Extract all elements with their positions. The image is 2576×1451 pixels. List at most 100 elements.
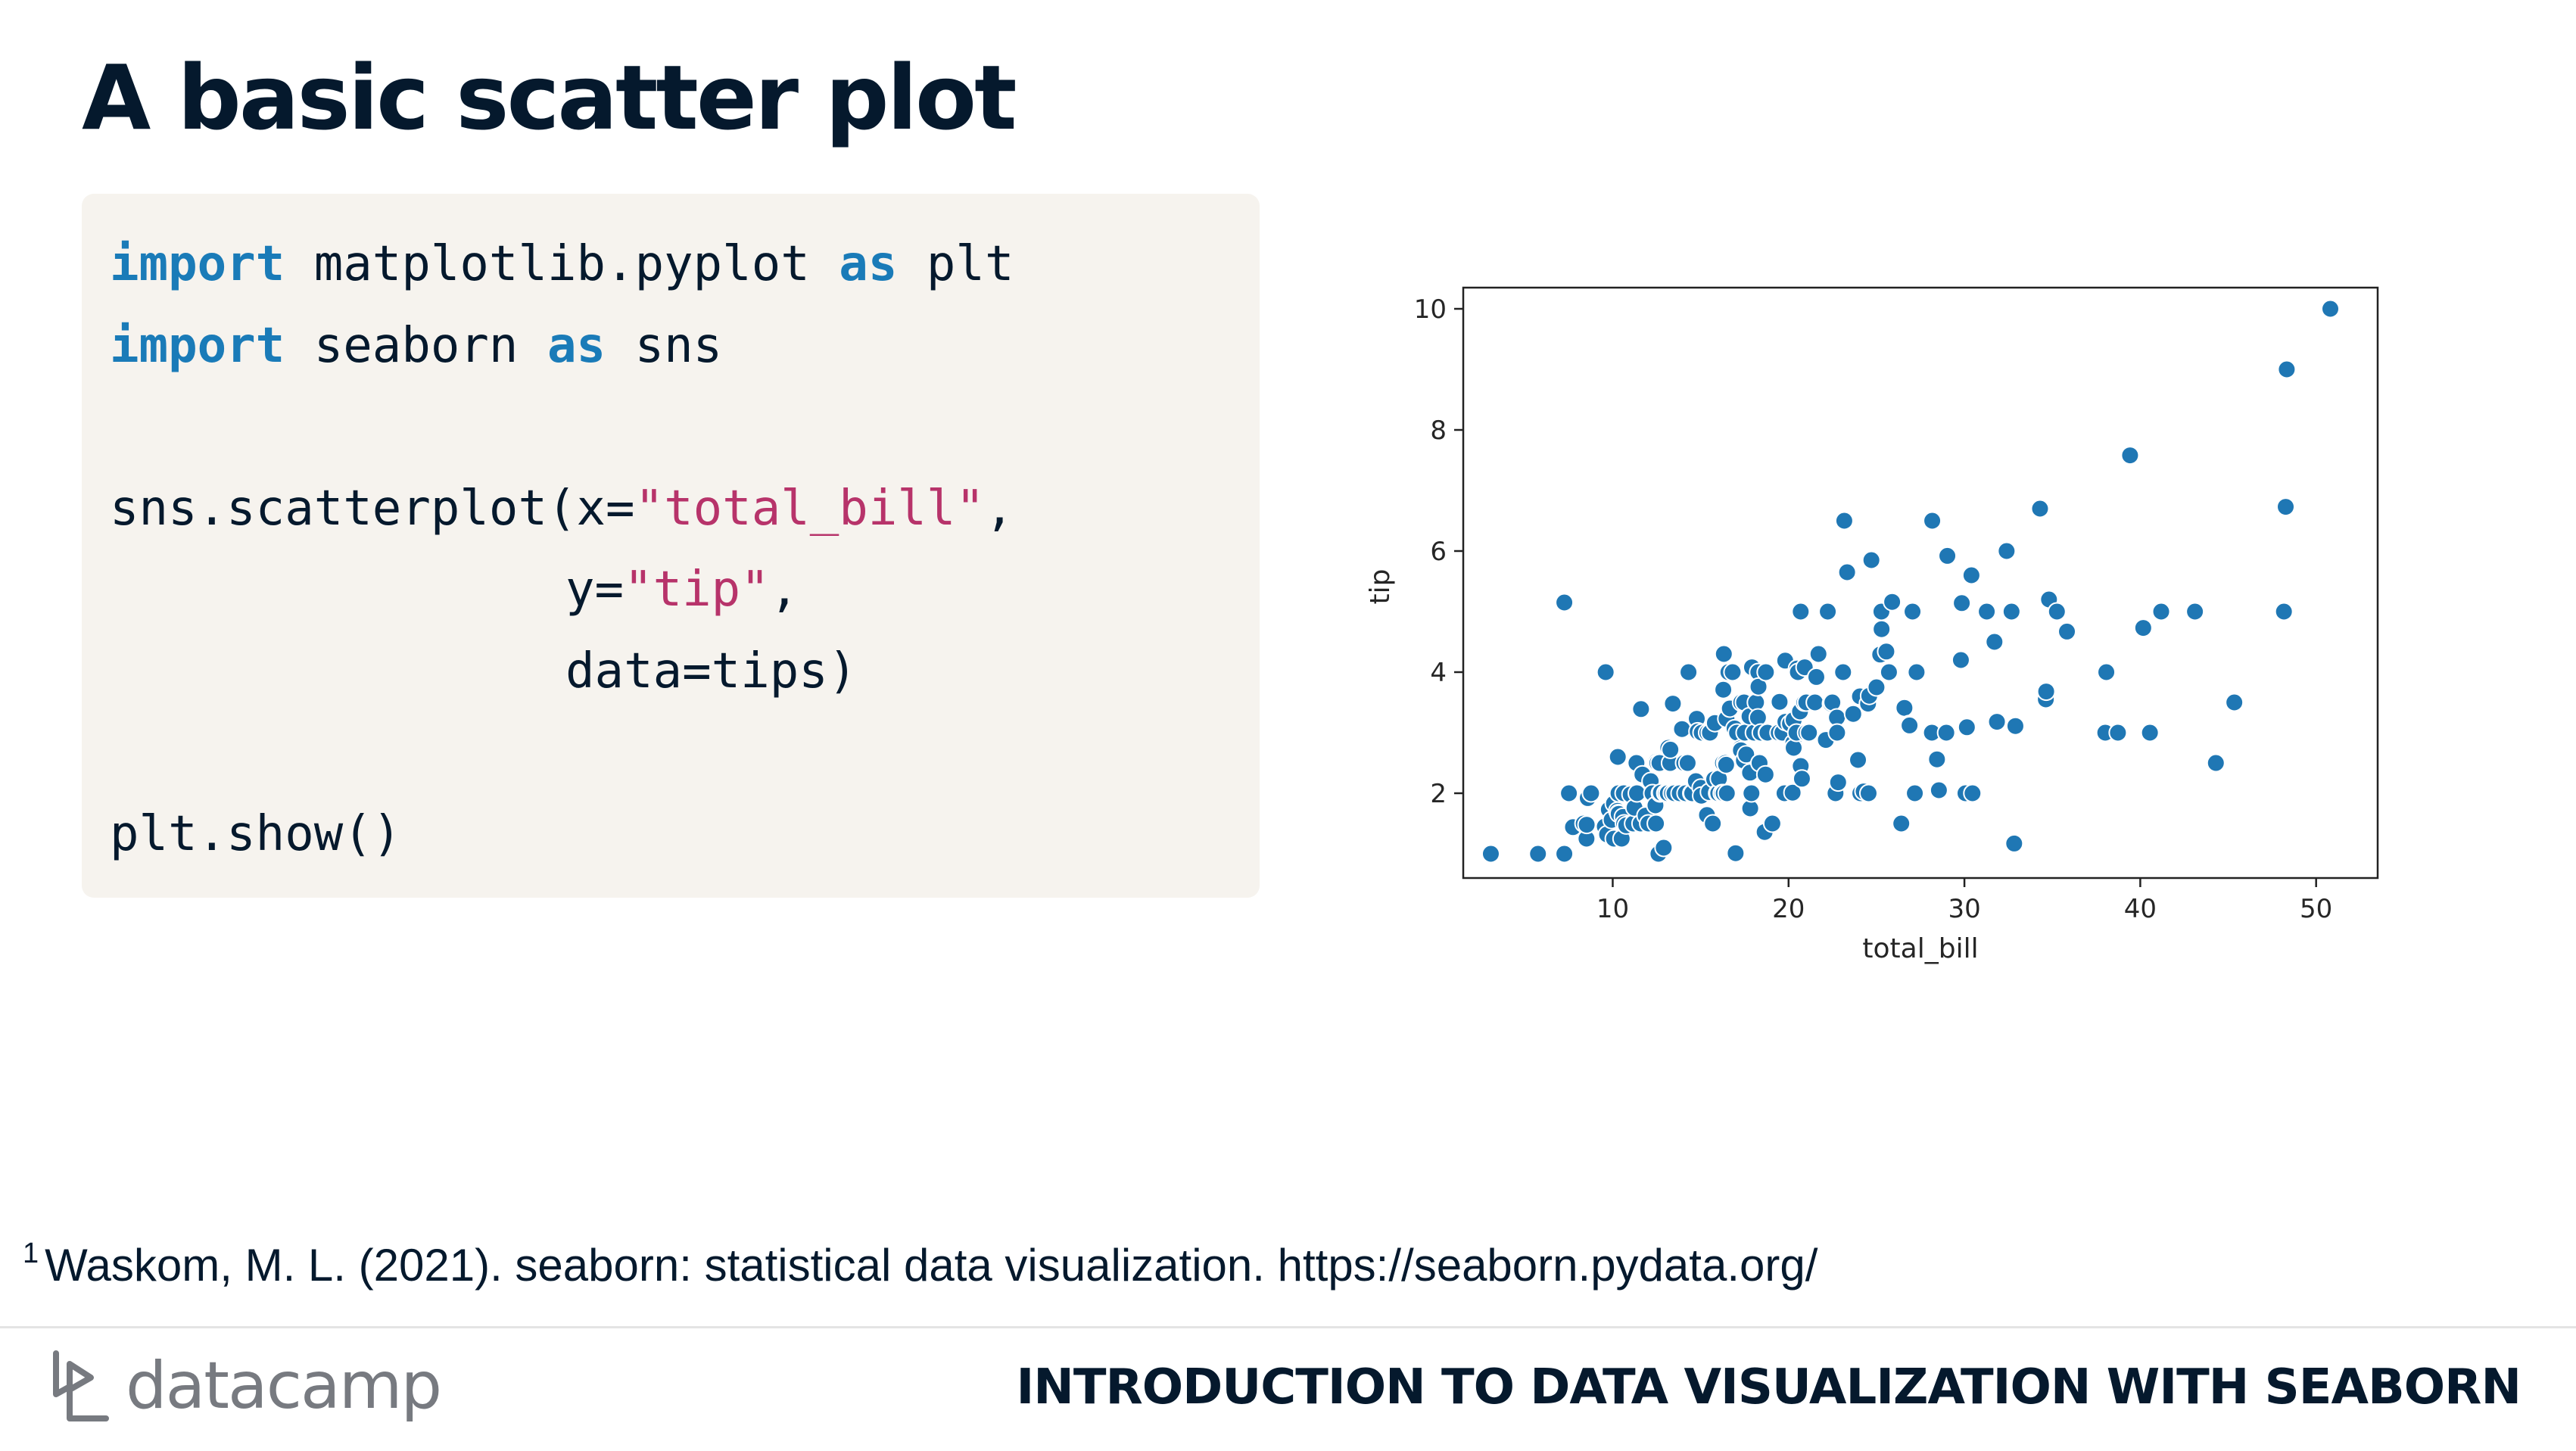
code-line-4: sns.scatterplot(x="total_bill",: [110, 469, 1260, 550]
scatter-point: [1577, 815, 1596, 835]
scatter-point: [1895, 698, 1914, 718]
scatter-point: [1985, 632, 2004, 652]
scatter-point: [1879, 662, 1899, 682]
scatter-point: [2120, 446, 2140, 466]
y-axis-label: tip: [1365, 569, 1396, 605]
datacamp-wordmark: datacamp: [126, 1348, 441, 1424]
scatter-point: [1833, 662, 1853, 682]
scatter-point: [2225, 693, 2244, 712]
scatter-point: [2185, 602, 2205, 621]
plot-area-frame: [1462, 286, 2379, 880]
scatter-point: [1714, 680, 1733, 699]
scatter-point: [1828, 773, 1848, 792]
code-string: "total_bill": [634, 480, 985, 537]
y-tick-label: 10: [1414, 294, 1447, 325]
scatter-point: [1808, 644, 1828, 664]
x-tick-label: 50: [2300, 894, 2332, 924]
scatter-point: [1596, 662, 1615, 682]
scatter-point: [2005, 716, 2025, 736]
scatter-point: [1581, 783, 1601, 803]
scatter-point: [1717, 783, 1737, 803]
code-text: sns.scatterplot(x=: [110, 480, 635, 537]
scatter-point: [1756, 662, 1776, 682]
scatter-point: [1654, 838, 1674, 858]
scatter-point: [1903, 602, 1923, 621]
scatter-point: [1843, 704, 1863, 724]
scatter-point: [2057, 621, 2077, 641]
scatter-point: [2036, 682, 2056, 702]
code-text: data=tips): [565, 643, 858, 699]
scatter-point: [1762, 814, 1782, 833]
scatter-point: [1791, 602, 1811, 621]
y-tick-label: 2: [1430, 779, 1447, 809]
scatter-point: [1631, 699, 1651, 719]
scatter-point: [1481, 844, 1500, 864]
scatter-point: [1834, 511, 1854, 531]
scatter-point: [1923, 511, 1942, 531]
scatter-point: [2151, 602, 2171, 621]
scatter-point: [2108, 723, 2128, 743]
footer-divider: [0, 1326, 2576, 1328]
scatter-point: [1799, 723, 1819, 743]
scatter-point: [2277, 360, 2297, 379]
scatter-point: [1938, 546, 1958, 565]
scatter-point: [1559, 783, 1579, 803]
scatter-point: [1792, 769, 1811, 789]
code-text: seaborn: [285, 317, 547, 374]
scatter-point: [1827, 723, 1847, 743]
code-line-1: import matplotlib.pyplot as plt: [110, 224, 1260, 306]
scatter-point: [1646, 814, 1666, 833]
scatter-point: [2133, 618, 2153, 638]
code-keyword: as: [839, 236, 898, 292]
scatter-point: [1952, 593, 1972, 613]
scatter-point: [1883, 592, 1902, 612]
scatter-point: [1714, 644, 1733, 664]
footnote-citation: Waskom, M. L. (2021). seaborn: statistic…: [45, 1240, 1818, 1291]
scatter-point: [1723, 662, 1743, 682]
scatter-point: [1528, 844, 1548, 864]
scatter-point: [1877, 642, 1896, 662]
code-text: matplotlib.pyplot: [285, 236, 839, 292]
scatter-point: [1737, 745, 1756, 764]
scatter-point: [1961, 565, 1981, 585]
y-tick-label: 6: [1430, 537, 1447, 567]
course-title: INTRODUCTION TO DATA VISUALIZATION WITH …: [1016, 1359, 2521, 1415]
footnote-marker: 1: [23, 1238, 39, 1269]
scatter-point: [1726, 843, 1746, 863]
scatter-point: [1661, 740, 1680, 759]
code-keyword: as: [547, 317, 606, 374]
x-tick-label: 30: [1948, 894, 1980, 924]
scatter-point: [1872, 619, 1892, 639]
scatter-point: [2321, 299, 2341, 319]
scatter-point: [1861, 550, 1881, 570]
scatter-point: [1963, 783, 1983, 803]
code-line-6: data=tips): [110, 631, 1260, 713]
scatter-point: [2030, 499, 2050, 518]
x-axis-label: total_bill: [1862, 933, 1978, 964]
scatter-point: [1957, 718, 1976, 737]
scatter-point: [1742, 783, 1761, 803]
code-text: ,: [769, 562, 799, 618]
scatter-point: [1555, 593, 1575, 612]
x-tick-label: 20: [1772, 894, 1805, 924]
scatter-point: [1858, 783, 1878, 803]
scatter-point: [1784, 738, 1804, 758]
scatter-point: [1987, 712, 2007, 732]
scatter-point: [1997, 541, 2017, 561]
code-line-5: y="tip",: [110, 550, 1260, 631]
scatter-point: [1748, 708, 1768, 727]
code-line-7: [110, 712, 1260, 794]
scatter-point: [1663, 694, 1683, 714]
scatter-point: [1905, 783, 1925, 803]
code-text: y=: [565, 562, 625, 618]
scatter-point: [1716, 755, 1736, 774]
code-text: plt: [897, 236, 1014, 292]
scatter-point: [2004, 833, 2024, 853]
x-tick-label: 10: [1596, 894, 1629, 924]
scatter-point: [1849, 750, 1868, 770]
scatter-point: [1951, 650, 1970, 670]
scatter-point: [1755, 764, 1775, 784]
scatter-point: [1805, 693, 1825, 712]
scatter-point: [1892, 814, 1911, 833]
code-block: import matplotlib.pyplot as plt import s…: [82, 194, 1260, 898]
